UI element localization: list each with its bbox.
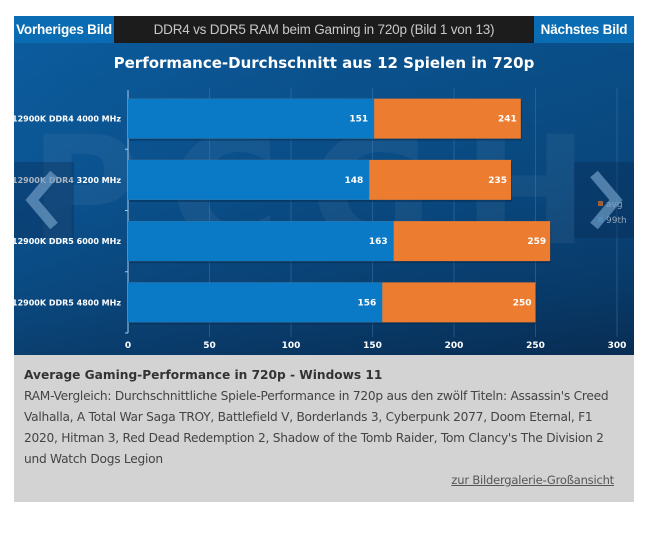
- caption-text: RAM-Vergleich: Durchschnittliche Spiele-…: [24, 389, 609, 466]
- previous-arrow[interactable]: [14, 162, 74, 238]
- bar-chart: PCGH Performance-Durchschnitt aus 12 Spi…: [14, 43, 634, 355]
- category-label: 12900K DDR5 6000 MHz: [14, 237, 121, 246]
- gallery-fullview-link[interactable]: zur Bildergalerie-Großansicht: [451, 473, 614, 487]
- next-arrow[interactable]: [574, 162, 634, 238]
- x-tick-label: 0: [125, 341, 131, 351]
- chevron-left-icon: [25, 170, 58, 230]
- chart-title: Performance-Durchschnitt aus 12 Spielen …: [114, 54, 535, 72]
- image-caption: Average Gaming-Performance in 720p - Win…: [14, 355, 634, 502]
- category-label: 12900K DDR4 3200 MHz: [14, 176, 121, 185]
- x-tick-label: 300: [608, 341, 627, 351]
- x-tick-label: 100: [282, 341, 301, 351]
- data-label-99th: 163: [369, 237, 388, 247]
- data-label-avg: 235: [488, 176, 507, 186]
- data-label-99th: 156: [357, 298, 376, 308]
- image-gallery: Vorheriges Bild DDR4 vs DDR5 RAM beim Ga…: [14, 16, 634, 502]
- bars: 151 241 148 235 163 259 156 250: [128, 98, 552, 325]
- category-labels: 12900K DDR4 4000 MHz 12900K DDR4 3200 MHz…: [14, 115, 128, 334]
- data-label-99th: 148: [344, 176, 363, 186]
- chevron-right-icon: [590, 170, 623, 230]
- gallery-header: Vorheriges Bild DDR4 vs DDR5 RAM beim Ga…: [14, 16, 634, 43]
- x-tick-label: 150: [363, 341, 382, 351]
- legend-label-99th: 99th: [606, 216, 627, 226]
- data-label-avg: 241: [498, 115, 517, 125]
- data-label-99th: 151: [349, 115, 368, 125]
- data-label-avg: 259: [527, 237, 546, 247]
- x-axis-ticks: 0 50 100 150 200 250 300: [125, 341, 627, 351]
- caption-title: Average Gaming-Performance in 720p - Win…: [24, 368, 383, 382]
- x-tick-label: 50: [203, 341, 216, 351]
- previous-image-button[interactable]: Vorheriges Bild: [14, 16, 114, 43]
- gallery-title: DDR4 vs DDR5 RAM beim Gaming in 720p (Bi…: [153, 22, 495, 37]
- x-tick-label: 250: [526, 341, 545, 351]
- legend-swatch-avg: [598, 201, 603, 206]
- bar-99th: [128, 221, 394, 262]
- next-image-button[interactable]: Nächstes Bild: [534, 16, 634, 43]
- caption-link-row: zur Bildergalerie-Großansicht: [24, 470, 624, 490]
- bar-99th: [128, 282, 383, 323]
- x-tick-label: 200: [445, 341, 464, 351]
- bar-99th: [128, 159, 370, 200]
- chart-image: PCGH Performance-Durchschnitt aus 12 Spi…: [14, 43, 634, 355]
- data-label-avg: 250: [513, 298, 532, 308]
- category-label: 12900K DDR5 4800 MHz: [14, 298, 121, 307]
- category-label: 12900K DDR4 4000 MHz: [14, 115, 121, 124]
- bar-99th: [128, 98, 375, 139]
